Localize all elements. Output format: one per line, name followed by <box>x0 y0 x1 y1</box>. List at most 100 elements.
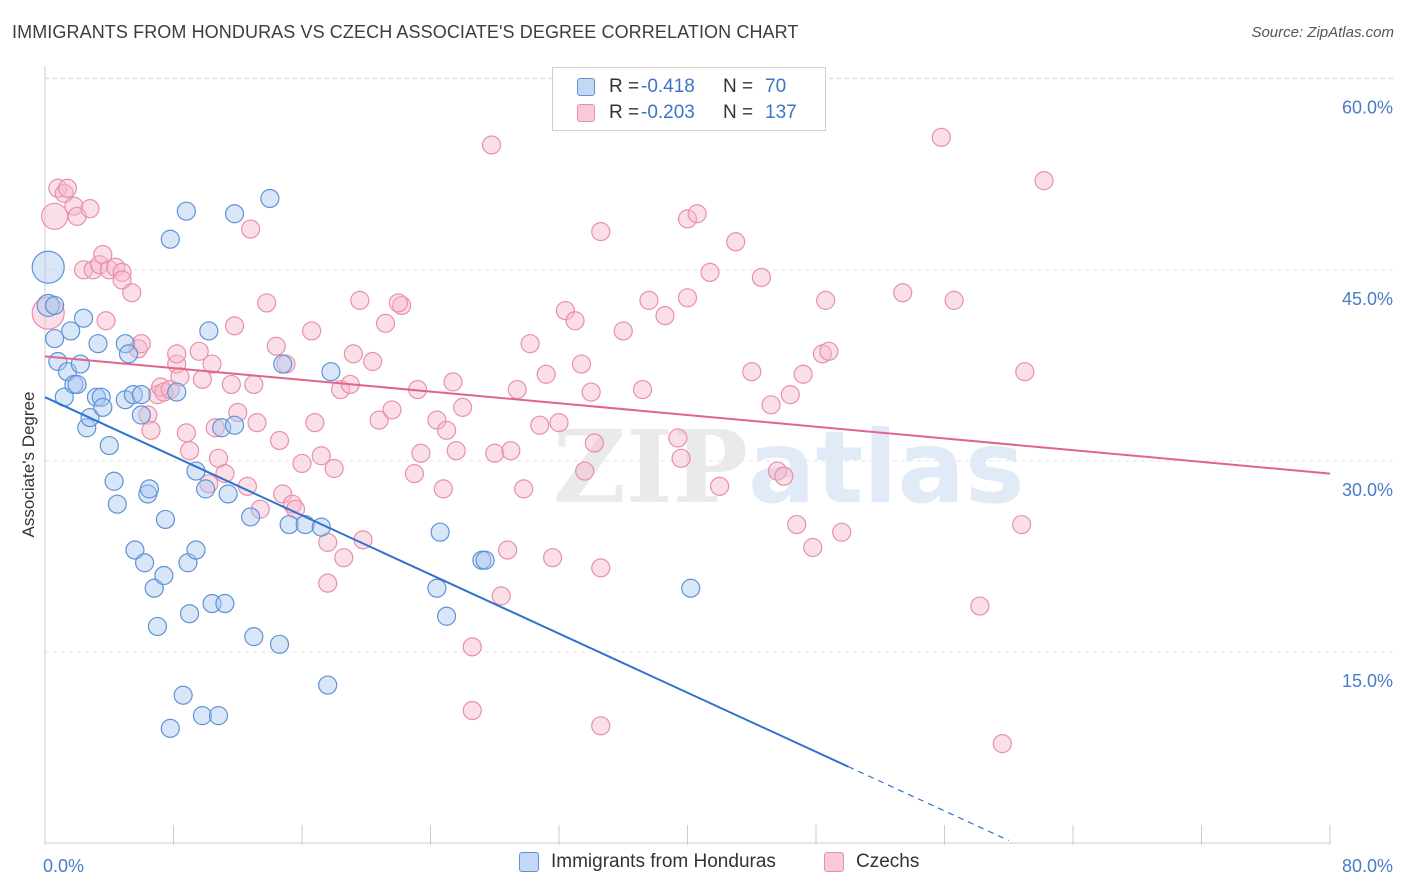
czechs-point[interactable] <box>819 341 839 361</box>
czechs-point[interactable] <box>48 178 68 198</box>
czechs-point[interactable] <box>726 232 746 252</box>
czechs-point[interactable] <box>292 453 312 474</box>
honduras-point[interactable] <box>36 293 60 318</box>
czechs-point[interactable] <box>481 135 502 155</box>
czechs-point[interactable] <box>501 441 521 461</box>
czechs-point[interactable] <box>944 290 964 310</box>
czechs-point[interactable] <box>436 420 457 440</box>
czechs-point[interactable] <box>138 405 158 425</box>
czechs-point[interactable] <box>584 433 604 453</box>
honduras-point[interactable] <box>99 435 119 456</box>
honduras-point[interactable] <box>31 250 65 284</box>
czechs-point[interactable] <box>363 351 383 372</box>
honduras-point[interactable] <box>269 634 290 654</box>
czechs-point[interactable] <box>671 448 691 468</box>
czechs-point[interactable] <box>318 573 338 593</box>
honduras-point[interactable] <box>61 321 81 341</box>
czechs-point[interactable] <box>1015 362 1035 382</box>
czechs-point[interactable] <box>591 716 611 736</box>
honduras-point[interactable] <box>224 204 245 224</box>
honduras-point[interactable] <box>131 385 151 405</box>
czechs-point[interactable] <box>31 296 65 330</box>
honduras-point[interactable] <box>199 321 219 341</box>
honduras-point[interactable] <box>176 201 196 221</box>
czechs-point[interactable] <box>221 374 241 395</box>
honduras-point[interactable] <box>475 550 495 570</box>
legend-item-honduras[interactable]: Immigrants from Honduras <box>519 851 776 873</box>
honduras-point[interactable] <box>118 344 139 364</box>
czechs-point[interactable] <box>199 474 219 494</box>
czechs-point[interactable] <box>179 441 200 461</box>
czechs-point[interactable] <box>687 204 707 224</box>
czechs-point[interactable] <box>404 464 425 484</box>
honduras-point[interactable] <box>192 706 213 726</box>
czechs-point[interactable] <box>241 219 261 239</box>
czechs-point[interactable] <box>832 522 852 542</box>
czechs-point[interactable] <box>1011 514 1032 535</box>
honduras-point[interactable] <box>147 616 168 637</box>
czechs-point[interactable] <box>710 476 730 496</box>
honduras-point[interactable] <box>93 397 113 417</box>
honduras-point[interactable] <box>86 387 107 407</box>
czechs-point[interactable] <box>205 418 225 438</box>
czechs-point[interactable] <box>388 293 408 313</box>
honduras-point[interactable] <box>681 578 701 598</box>
honduras-point[interactable] <box>131 405 151 425</box>
czechs-point[interactable] <box>742 362 762 382</box>
czechs-point[interactable] <box>350 290 370 310</box>
honduras-point[interactable] <box>186 540 206 560</box>
czechs-point[interactable] <box>992 734 1012 754</box>
czechs-point[interactable] <box>774 466 794 486</box>
czechs-point[interactable] <box>767 461 788 481</box>
czechs-point[interactable] <box>273 484 293 504</box>
czechs-point[interactable] <box>427 410 447 430</box>
czechs-point[interactable] <box>189 341 209 361</box>
czechs-point[interactable] <box>581 382 601 402</box>
czechs-point[interactable] <box>250 499 270 519</box>
czechs-point[interactable] <box>498 540 518 560</box>
honduras-point[interactable] <box>134 553 155 573</box>
czechs-point[interactable] <box>269 430 290 451</box>
czechs-point[interactable] <box>780 385 800 405</box>
honduras-point[interactable] <box>139 479 160 499</box>
czechs-point[interactable] <box>122 283 142 303</box>
honduras-point[interactable] <box>160 718 180 738</box>
czechs-point[interactable] <box>677 209 698 229</box>
honduras-point[interactable] <box>160 229 180 249</box>
czechs-point[interactable] <box>803 537 823 558</box>
czechs-point[interactable] <box>530 415 550 435</box>
honduras-point[interactable] <box>321 362 341 382</box>
honduras-point[interactable] <box>430 522 450 542</box>
honduras-point[interactable] <box>241 507 261 527</box>
honduras-point[interactable] <box>167 382 187 402</box>
honduras-point[interactable] <box>155 509 176 530</box>
czechs-point[interactable] <box>334 548 354 568</box>
czechs-point[interactable] <box>167 344 187 364</box>
czechs-point[interactable] <box>462 637 482 657</box>
honduras-point[interactable] <box>107 494 127 514</box>
czechs-point[interactable] <box>575 461 595 481</box>
czechs-point[interactable] <box>700 262 720 282</box>
czechs-point[interactable] <box>520 334 540 354</box>
czechs-point[interactable] <box>128 339 148 359</box>
czechs-point[interactable] <box>41 202 69 230</box>
czechs-point[interactable] <box>80 199 100 219</box>
czechs-point[interactable] <box>247 413 267 433</box>
czechs-point[interactable] <box>491 586 511 606</box>
czechs-point[interactable] <box>311 446 331 466</box>
honduras-point[interactable] <box>436 606 457 626</box>
czechs-point[interactable] <box>433 479 453 499</box>
honduras-point[interactable] <box>67 374 87 395</box>
czechs-point[interactable] <box>668 428 688 448</box>
honduras-point[interactable] <box>295 514 315 535</box>
honduras-point[interactable] <box>91 387 111 407</box>
czechs-point[interactable] <box>555 300 576 321</box>
czechs-point[interactable] <box>343 344 363 364</box>
czechs-point[interactable] <box>591 558 611 578</box>
czechs-point[interactable] <box>571 354 592 374</box>
czechs-point[interactable] <box>228 402 248 423</box>
honduras-point[interactable] <box>73 308 94 328</box>
honduras-point[interactable] <box>88 334 108 354</box>
czechs-point[interactable] <box>893 283 913 303</box>
czechs-point[interactable] <box>54 183 74 203</box>
